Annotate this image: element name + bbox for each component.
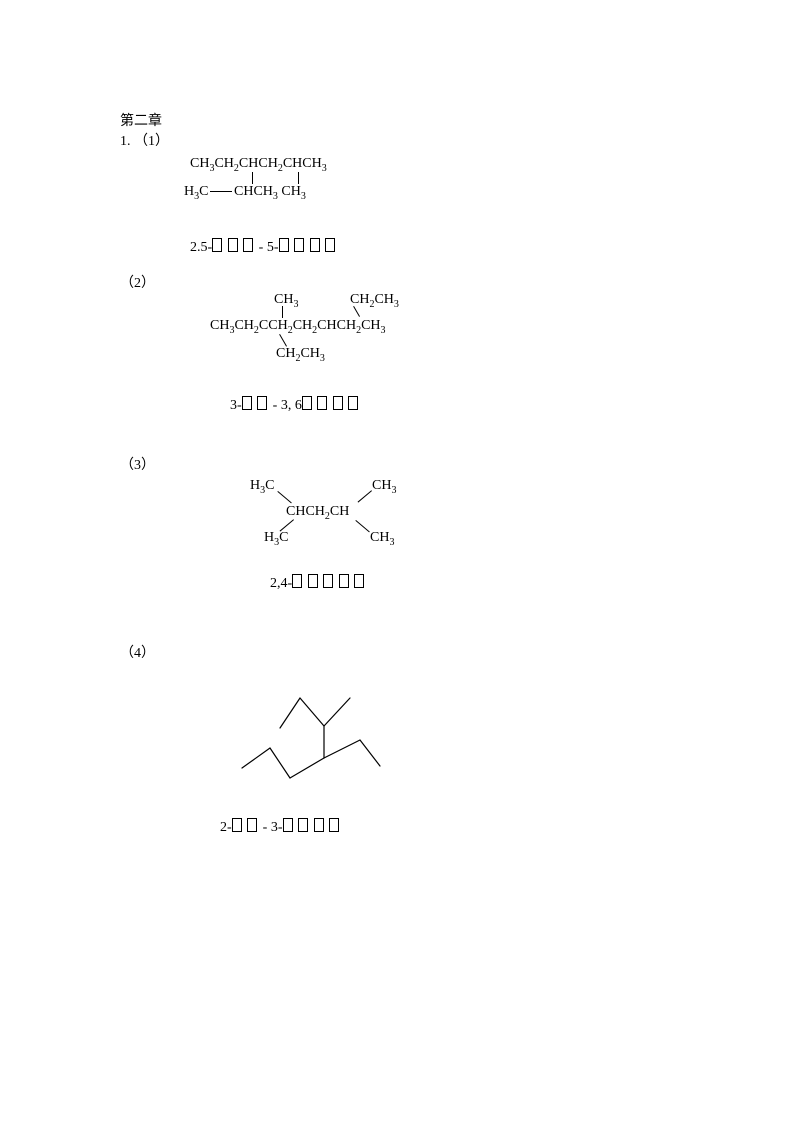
placeholder-box <box>354 574 364 588</box>
item2-label: （2） <box>120 272 700 292</box>
structure-1: CH3CH2CHCH2CHCH3 H3C CHCH3 CH3 <box>190 156 700 226</box>
placeholder-box <box>333 396 343 410</box>
caption-2: 3- - 3, 6 <box>230 396 700 414</box>
placeholder-box <box>257 396 267 410</box>
s1-h-bond <box>210 191 232 192</box>
placeholder-box <box>242 396 252 410</box>
s1-bond2 <box>298 172 299 184</box>
c1-mid: - 5- <box>255 240 278 255</box>
s3-tl: H3C <box>250 478 274 496</box>
s1-line1: CH3CH2CHCH2CHCH3 <box>190 156 327 174</box>
placeholder-box <box>308 574 318 588</box>
c4-prefix: 2- <box>220 820 232 835</box>
placeholder-box <box>228 238 238 252</box>
s2-top-right: CH2CH3 <box>350 292 399 310</box>
placeholder-box <box>329 818 339 832</box>
s3-br: CH3 <box>370 530 394 548</box>
s3-bond-br <box>355 520 369 532</box>
placeholder-box <box>212 238 222 252</box>
s3-mid: CHCH2CH <box>286 504 349 522</box>
item4-label: （4） <box>120 642 700 662</box>
document-page: 第二章 1. （1） CH3CH2CHCH2CHCH3 H3C CHCH3 CH… <box>0 0 800 896</box>
problem-number: 1. <box>120 134 131 149</box>
placeholder-box <box>279 238 289 252</box>
placeholder-box <box>325 238 335 252</box>
placeholder-box <box>243 238 253 252</box>
placeholder-box <box>232 818 242 832</box>
s2-bond-b <box>279 334 287 347</box>
c2-prefix: 3- <box>230 398 242 413</box>
c4-mid: - 3- <box>259 820 282 835</box>
caption-3: 2,4- <box>270 574 700 592</box>
c2-mid: - 3, 6 <box>269 398 302 413</box>
s3-tr: CH3 <box>372 478 396 496</box>
placeholder-box <box>317 396 327 410</box>
skeletal-svg <box>220 668 410 798</box>
structure-2: CH3 CH2CH3 CH3CH2CCH2CH2CHCH2CH3 CH2CH3 <box>210 292 700 382</box>
caption-4: 2- - 3- <box>220 818 700 836</box>
s1-line2-right: CHCH3 CH3 <box>234 184 306 202</box>
s2-bond-tl <box>282 306 283 318</box>
structure-3: H3C CH3 CHCH2CH H3C CH3 <box>250 478 700 558</box>
s3-bond-tr <box>358 490 372 502</box>
placeholder-box <box>283 818 293 832</box>
c1-prefix: 2.5- <box>190 240 212 255</box>
placeholder-box <box>310 238 320 252</box>
item1-label: （1） <box>134 134 169 149</box>
c3-prefix: 2,4- <box>270 576 292 591</box>
item3-label: （3） <box>120 454 700 474</box>
s1-bond1 <box>252 172 253 184</box>
placeholder-box <box>339 574 349 588</box>
s2-bottom: CH2CH3 <box>276 346 325 364</box>
placeholder-box <box>348 396 358 410</box>
placeholder-box <box>247 818 257 832</box>
placeholder-box <box>323 574 333 588</box>
s2-main: CH3CH2CCH2CH2CHCH2CH3 <box>210 318 386 336</box>
placeholder-box <box>298 818 308 832</box>
problem-line: 1. （1） <box>120 130 700 150</box>
s1-line2-left: H3C <box>184 184 208 202</box>
s3-bond-tl <box>277 491 291 503</box>
placeholder-box <box>302 396 312 410</box>
placeholder-box <box>294 238 304 252</box>
s3-bl: H3C <box>264 530 288 548</box>
placeholder-box <box>314 818 324 832</box>
chapter-title: 第二章 <box>120 110 700 130</box>
caption-1: 2.5- - 5- <box>190 238 700 256</box>
s2-top-left: CH3 <box>274 292 298 310</box>
placeholder-box <box>292 574 302 588</box>
structure-4 <box>220 668 700 798</box>
